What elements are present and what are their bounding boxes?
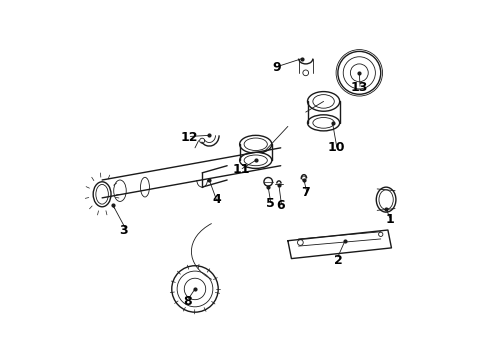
Text: 9: 9 xyxy=(273,61,281,74)
Text: 7: 7 xyxy=(301,186,310,199)
Ellipse shape xyxy=(338,51,381,94)
Text: 1: 1 xyxy=(385,213,394,226)
Text: 3: 3 xyxy=(119,224,128,237)
Text: 6: 6 xyxy=(276,198,285,212)
Text: 11: 11 xyxy=(233,163,250,176)
Circle shape xyxy=(172,266,218,312)
Ellipse shape xyxy=(93,182,111,207)
Ellipse shape xyxy=(308,91,340,111)
Text: 8: 8 xyxy=(184,295,192,308)
Ellipse shape xyxy=(240,152,272,168)
Text: 12: 12 xyxy=(181,131,198,144)
Ellipse shape xyxy=(240,135,272,153)
Text: 10: 10 xyxy=(327,141,345,154)
Ellipse shape xyxy=(308,115,340,131)
Circle shape xyxy=(264,177,272,186)
Text: 2: 2 xyxy=(334,254,342,267)
Ellipse shape xyxy=(376,187,396,212)
Text: 5: 5 xyxy=(266,197,274,210)
Text: 13: 13 xyxy=(351,81,368,94)
Text: 4: 4 xyxy=(212,193,221,206)
